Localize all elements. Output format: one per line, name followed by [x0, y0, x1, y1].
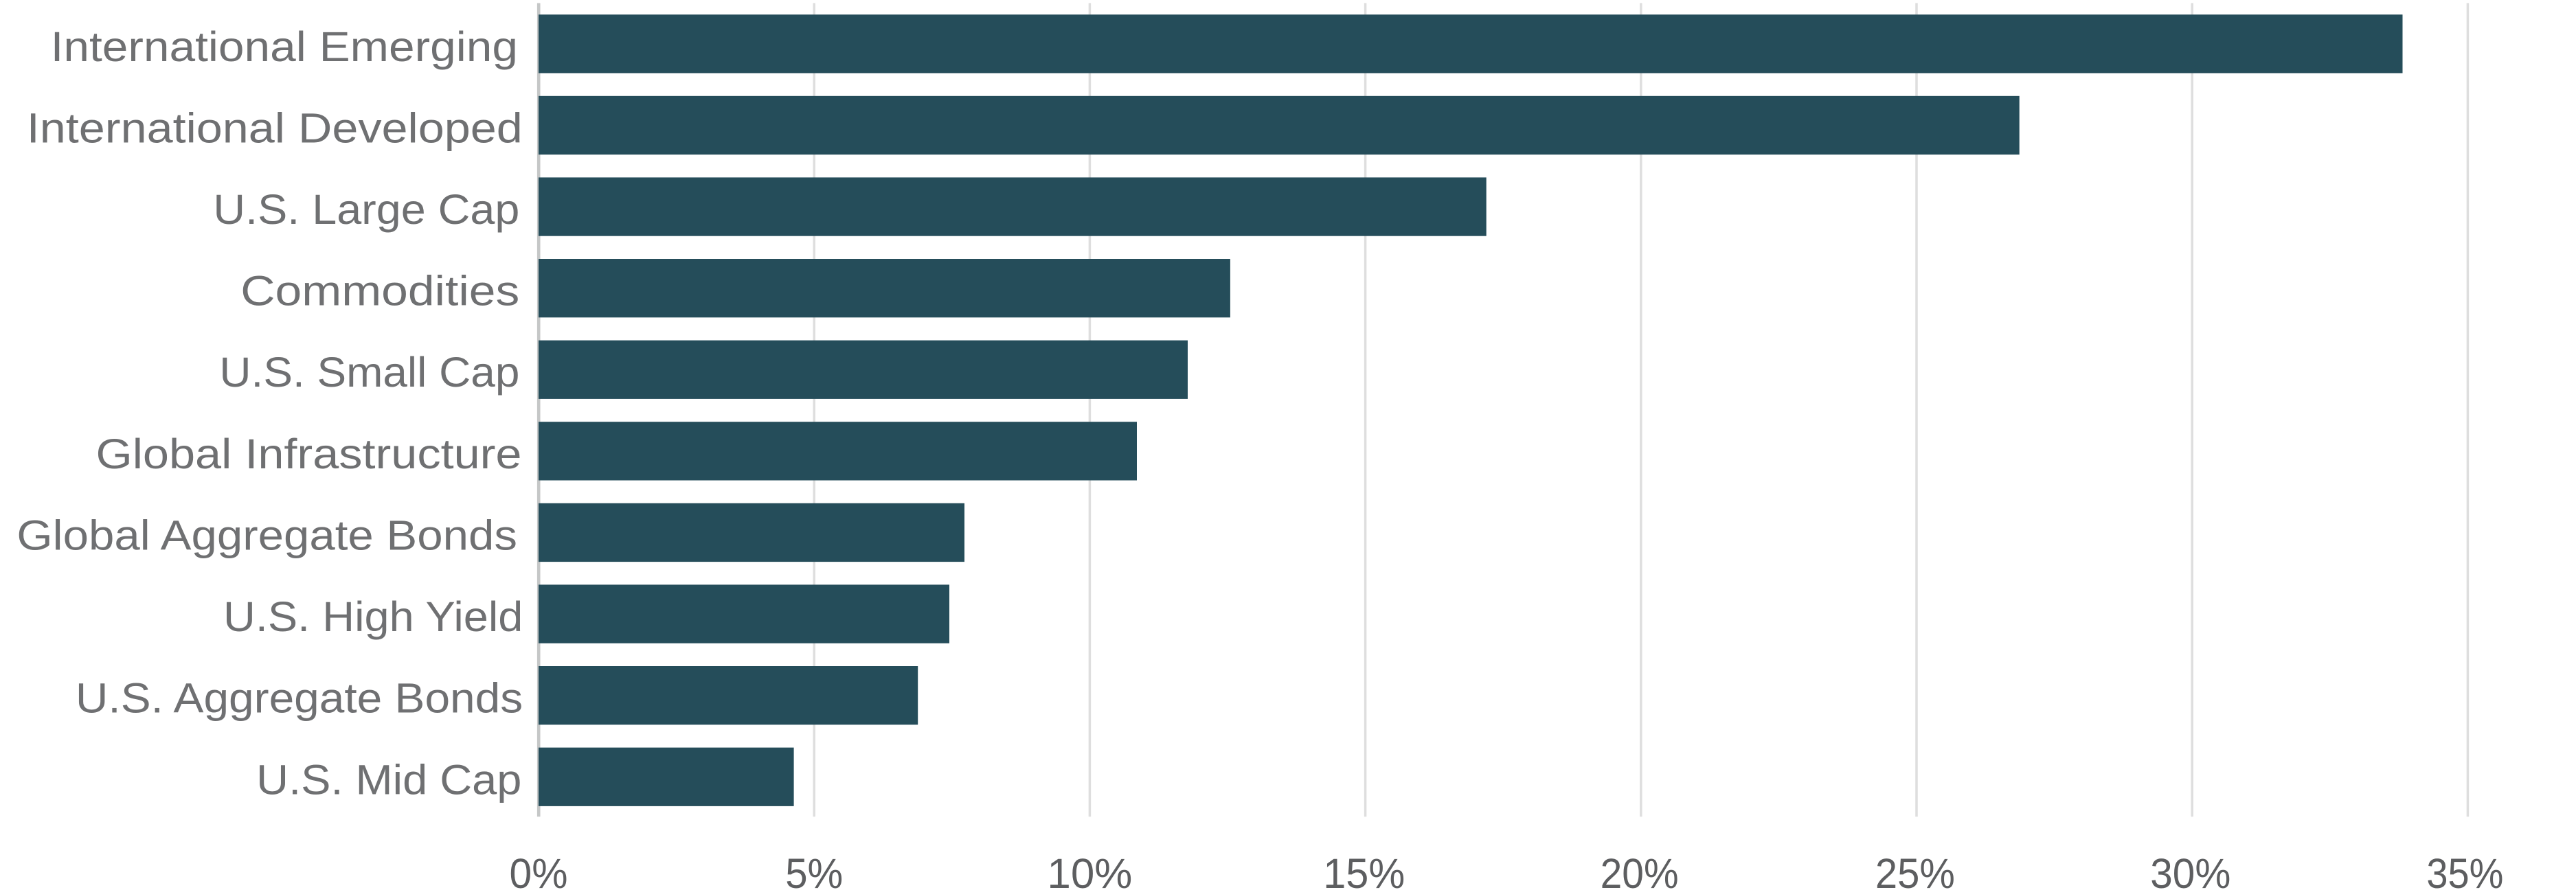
svg-text:International Developed: International Developed — [27, 105, 523, 152]
svg-text:U.S. High Yield: U.S. High Yield — [223, 593, 523, 640]
svg-text:20%: 20% — [1601, 850, 1679, 890]
svg-text:25%: 25% — [1875, 850, 1955, 890]
svg-text:35%: 35% — [2426, 850, 2503, 890]
svg-text:International Emerging: International Emerging — [51, 23, 518, 70]
svg-text:5%: 5% — [785, 850, 843, 890]
svg-text:U.S. Mid Cap: U.S. Mid Cap — [256, 756, 521, 803]
svg-text:15%: 15% — [1323, 850, 1405, 890]
svg-text:Commodities: Commodities — [240, 268, 519, 315]
svg-text:30%: 30% — [2150, 850, 2230, 890]
svg-text:Global Infrastructure: Global Infrastructure — [96, 431, 522, 477]
svg-text:10%: 10% — [1047, 850, 1132, 890]
svg-text:Global Aggregate Bonds: Global Aggregate Bonds — [16, 512, 517, 558]
svg-text:U.S. Aggregate Bonds: U.S. Aggregate Bonds — [76, 675, 523, 722]
svg-text:U.S. Large Cap: U.S. Large Cap — [213, 186, 519, 233]
svg-text:0%: 0% — [510, 850, 568, 890]
svg-text:U.S. Small Cap: U.S. Small Cap — [219, 349, 519, 396]
